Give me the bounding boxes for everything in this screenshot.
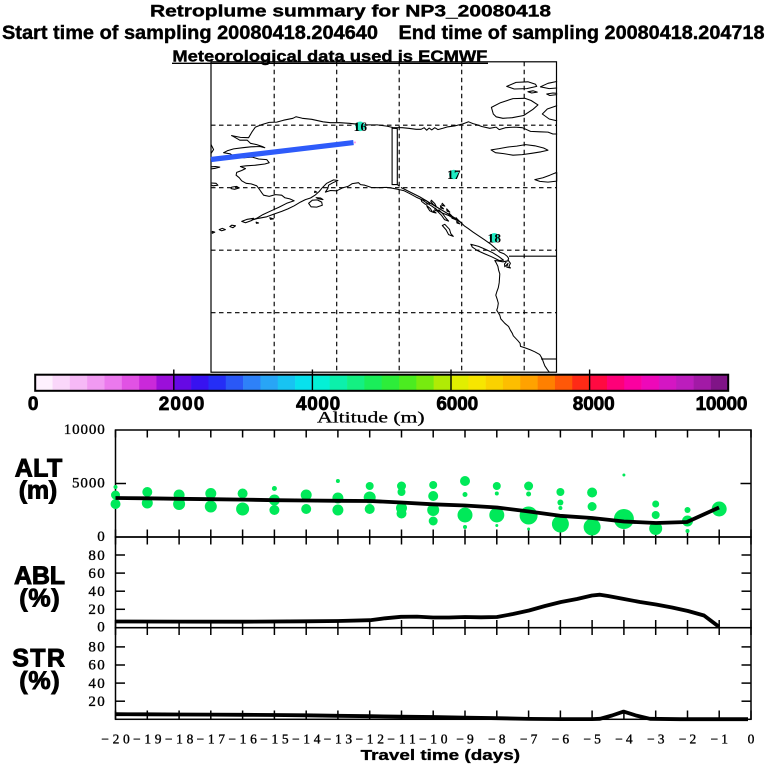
svg-text:−16: −16	[228, 732, 257, 747]
svg-text:Retroplume summary for NP3_200: Retroplume summary for NP3_20080418	[150, 1, 551, 20]
svg-text:60: 60	[88, 658, 104, 674]
svg-text:0: 0	[28, 394, 39, 415]
svg-text:2000: 2000	[159, 394, 205, 415]
svg-text:20: 20	[88, 602, 104, 618]
svg-text:(%): (%)	[19, 584, 60, 612]
svg-text:17: 17	[447, 167, 461, 182]
svg-text:−5: −5	[583, 732, 601, 747]
svg-text:−14: −14	[292, 732, 321, 747]
svg-text:0: 0	[97, 529, 105, 545]
svg-text:Start time of sampling 2008041: Start time of sampling 20080418.204640	[2, 22, 378, 44]
svg-text:60: 60	[88, 566, 104, 582]
svg-text:−1: −1	[710, 732, 728, 747]
svg-text:−17: −17	[197, 732, 226, 747]
svg-text:10000: 10000	[64, 422, 105, 438]
svg-text:6000: 6000	[436, 394, 478, 415]
svg-text:−11: −11	[387, 732, 416, 747]
svg-text:−13: −13	[324, 732, 353, 747]
svg-text:−4: −4	[615, 732, 633, 747]
svg-text:−12: −12	[355, 732, 384, 747]
svg-text:0: 0	[97, 620, 105, 636]
svg-text:−2: −2	[679, 732, 697, 747]
svg-text:40: 40	[88, 584, 104, 600]
svg-text:18: 18	[488, 230, 502, 245]
svg-text:−18: −18	[165, 732, 194, 747]
svg-text:−7: −7	[520, 732, 538, 747]
svg-text:−20: −20	[101, 732, 130, 747]
svg-text:(m): (m)	[19, 476, 57, 504]
svg-text:80: 80	[88, 640, 104, 656]
svg-text:ABL: ABL	[14, 562, 65, 590]
svg-text:End time of sampling 20080418.: End time of sampling 20080418.204718	[399, 22, 765, 44]
svg-text:Travel time (days): Travel time (days)	[361, 747, 520, 764]
svg-text:80: 80	[88, 548, 104, 564]
svg-text:−8: −8	[488, 732, 506, 747]
svg-text:−10: −10	[419, 732, 448, 747]
svg-text:(%): (%)	[19, 667, 60, 695]
svg-text:Altitude (m): Altitude (m)	[317, 408, 425, 427]
svg-text:−3: −3	[647, 732, 665, 747]
svg-text:−6: −6	[552, 732, 570, 747]
svg-text:STR: STR	[12, 645, 65, 673]
svg-text:5000: 5000	[72, 476, 105, 492]
svg-text:16: 16	[353, 119, 367, 134]
svg-text:−19: −19	[133, 732, 162, 747]
svg-text:0: 0	[748, 732, 755, 747]
svg-text:20: 20	[88, 694, 104, 710]
svg-text:Meteorological data used is EC: Meteorological data used is ECMWF	[172, 48, 487, 65]
svg-text:ALT: ALT	[15, 455, 63, 483]
svg-text:−15: −15	[260, 732, 289, 747]
svg-text:10000: 10000	[696, 394, 748, 415]
svg-text:40: 40	[88, 676, 104, 692]
svg-text:4000: 4000	[296, 394, 340, 415]
svg-text:−9: −9	[456, 732, 474, 747]
svg-text:8000: 8000	[573, 394, 615, 415]
